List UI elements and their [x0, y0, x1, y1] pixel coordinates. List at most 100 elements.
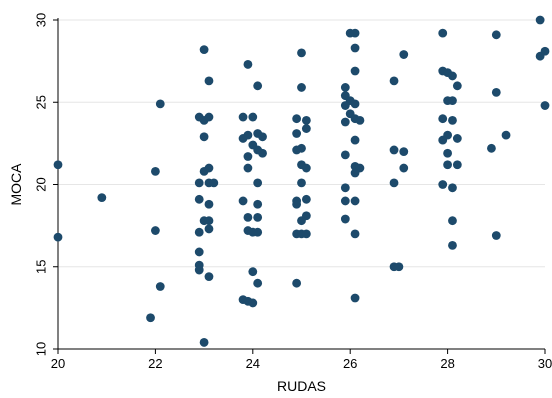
data-point	[389, 145, 399, 155]
data-point	[194, 178, 204, 188]
data-point	[253, 278, 263, 288]
data-point	[209, 178, 219, 188]
data-point	[243, 60, 253, 69]
data-point	[199, 166, 209, 176]
y-tick-label: 20	[34, 177, 49, 191]
data-point	[438, 135, 448, 145]
data-point	[292, 278, 302, 288]
data-point	[238, 134, 248, 143]
data-point	[340, 214, 350, 224]
data-point	[438, 180, 448, 189]
data-point	[204, 272, 214, 282]
data-point	[248, 112, 258, 122]
axes	[57, 18, 545, 350]
y-tick-label: 30	[34, 13, 49, 27]
data-point	[253, 178, 263, 188]
data-point	[199, 338, 209, 347]
data-point	[194, 247, 204, 257]
y-tick-label: 15	[34, 260, 49, 274]
data-point	[258, 132, 267, 142]
data-point	[301, 115, 311, 125]
data-point	[399, 147, 409, 157]
x-axis-ticks: 20 22 24 26 28 30	[51, 349, 552, 371]
data-point	[350, 229, 360, 239]
data-point	[350, 196, 360, 206]
data-point	[253, 199, 263, 209]
data-point	[204, 76, 214, 86]
data-point	[292, 114, 302, 124]
data-point	[389, 178, 399, 188]
data-point	[540, 101, 550, 110]
data-point	[350, 43, 360, 53]
data-point	[243, 152, 253, 161]
data-point	[394, 262, 404, 272]
data-point	[53, 232, 63, 242]
data-point	[340, 117, 350, 127]
data-point	[452, 160, 462, 170]
data-point	[448, 96, 457, 106]
data-point	[238, 112, 248, 122]
data-point	[355, 115, 365, 125]
data-point	[204, 224, 214, 234]
data-point	[194, 265, 204, 275]
data-point	[452, 81, 462, 91]
x-tick-label: 24	[246, 356, 260, 371]
data-point	[194, 194, 204, 204]
data-point	[535, 51, 545, 61]
data-point	[438, 114, 448, 124]
data-point	[151, 226, 160, 235]
data-point	[350, 66, 360, 76]
data-point	[340, 150, 350, 160]
x-tick-label: 20	[51, 356, 65, 371]
data-point	[297, 178, 306, 188]
data-point	[501, 130, 511, 140]
data-point	[487, 143, 496, 153]
data-point	[297, 48, 306, 58]
data-point	[340, 101, 350, 110]
data-point	[292, 199, 302, 209]
data-point	[350, 135, 360, 145]
data-point	[301, 163, 311, 173]
data-point	[350, 168, 360, 178]
data-point	[301, 124, 311, 133]
data-point	[243, 163, 253, 173]
data-point	[292, 129, 302, 138]
data-point	[448, 183, 457, 193]
data-point	[491, 30, 501, 40]
x-tick-label: 30	[538, 356, 552, 371]
data-points	[53, 15, 550, 347]
data-point	[243, 213, 253, 222]
data-point	[340, 83, 350, 92]
y-tick-label: 10	[34, 342, 49, 356]
data-point	[199, 45, 209, 55]
data-point	[491, 87, 501, 97]
x-tick-label: 26	[343, 356, 357, 371]
data-point	[491, 231, 501, 240]
data-point	[204, 216, 214, 226]
data-point	[155, 282, 165, 291]
data-point	[253, 213, 263, 222]
data-point	[301, 229, 311, 239]
data-point	[443, 160, 452, 170]
data-point	[340, 183, 350, 193]
data-point	[535, 15, 545, 25]
data-point	[350, 293, 360, 303]
x-tick-label: 22	[148, 356, 162, 371]
y-tick-label: 25	[34, 95, 49, 109]
data-point	[350, 28, 360, 38]
data-point	[399, 163, 409, 173]
data-point	[448, 240, 457, 250]
data-point	[301, 194, 311, 204]
data-point	[340, 196, 350, 206]
data-point	[248, 267, 258, 277]
data-point	[452, 134, 462, 143]
data-point	[297, 216, 306, 226]
data-point	[448, 115, 457, 125]
data-point	[389, 76, 399, 86]
data-point	[97, 193, 107, 203]
x-axis-title: RUDAS	[277, 378, 326, 394]
data-point	[146, 313, 155, 323]
data-point	[448, 216, 457, 226]
